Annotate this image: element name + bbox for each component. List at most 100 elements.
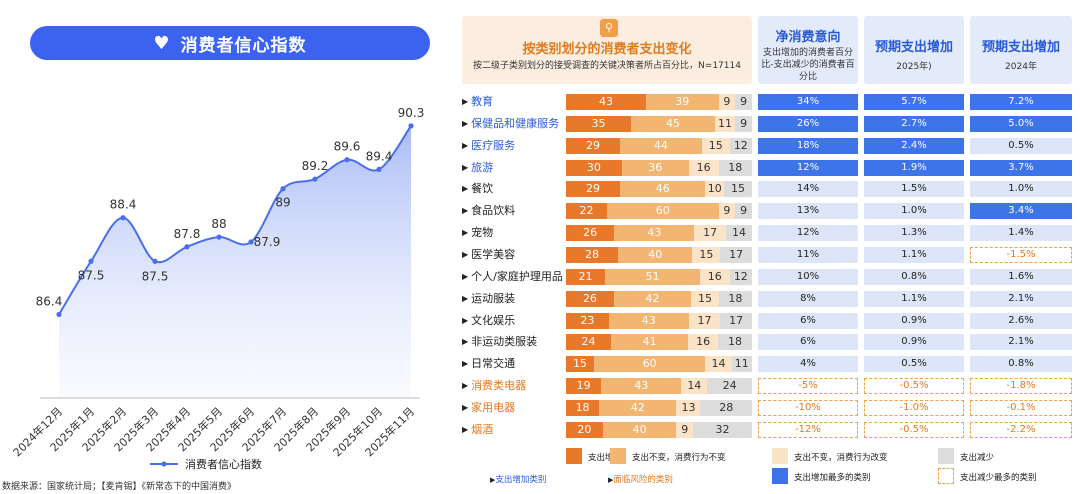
- value-label-8: 89: [275, 196, 290, 210]
- bar-segment-decrease: 11: [731, 356, 752, 373]
- arrow-icon: ▶: [462, 206, 469, 216]
- data-point-7: [248, 239, 254, 245]
- arrow-icon: ▶: [462, 424, 469, 434]
- data-point-4: [152, 258, 158, 264]
- stacked-bar: 23 43 17 17: [566, 312, 752, 329]
- net-intent-cell: 4%: [758, 356, 858, 373]
- value-label-7: 87.9: [254, 235, 281, 249]
- category-label: ▶ 宠物: [462, 224, 493, 242]
- category-name: 医学美容: [471, 247, 516, 261]
- arrow-icon: ▶: [462, 381, 469, 391]
- bar-segment-increase: 22: [566, 203, 607, 220]
- arrow-icon: ▶: [462, 293, 469, 303]
- stacked-bar: 35 45 11 9: [566, 115, 752, 132]
- arrow-icon: ▶: [462, 118, 469, 128]
- arrow-icon: ▶: [462, 184, 469, 194]
- expected-2025-cell: 1.1%: [864, 246, 964, 263]
- expected-2024-cell: 1.6%: [970, 268, 1072, 285]
- value-label-1: 86.4: [36, 294, 63, 308]
- confidence-line-chart: 86.42024年12月87.52025年1月88.42025年2月87.520…: [10, 106, 424, 471]
- legend-unchanged-swatch: [610, 448, 626, 464]
- expected-2024-cell: 3.4%: [970, 203, 1072, 220]
- bar-segment-decrease: 12: [729, 137, 752, 154]
- bar-segment-decrease: 18: [718, 159, 752, 176]
- expected-2025-cell: 2.7%: [864, 115, 964, 132]
- arrow-icon: ▶: [462, 402, 469, 412]
- net-intent-cell: 26%: [758, 115, 858, 132]
- bar-segment-increase: 24: [566, 334, 612, 351]
- table-row: ▶ 非运动类服装 24 41 16 18 6% 0.9% 2.1%: [462, 333, 1080, 351]
- net-intent-cell: -5%: [758, 378, 858, 395]
- confidence-title-banner: ♥ 消费者信心指数: [30, 26, 430, 60]
- category-label: ▶ 餐饮: [462, 180, 493, 198]
- category-label: ▶ 保健品和健康服务: [462, 115, 559, 133]
- expected-2025-cell: -1.0%: [864, 399, 964, 416]
- stacked-bar: 43 39 9 9: [566, 94, 752, 110]
- bar-segment-decrease: 17: [720, 312, 752, 329]
- expected-2024-cell: -2.2%: [970, 421, 1072, 438]
- bar-segment-unchanged: 39: [645, 94, 719, 110]
- bar-segment-decrease: 18: [718, 334, 752, 351]
- table-row: ▶ 食品饮料 22 60 9 9 13% 1.0% 3.4%: [462, 202, 1080, 220]
- arrow-icon: ▶: [462, 359, 469, 369]
- bar-segment-unchanged: 45: [631, 115, 715, 132]
- net-intent-cell: 6%: [758, 312, 858, 329]
- stacked-bar: 29 44 15 12: [566, 137, 752, 154]
- bar-segment-decrease: 18: [718, 290, 752, 307]
- bar-segment-decrease: 17: [720, 246, 752, 263]
- arrow-icon: ▶: [462, 337, 469, 347]
- bar-segment-decrease: 14: [725, 225, 752, 242]
- expected-2024-cell: 1.0%: [970, 181, 1072, 198]
- category-name: 非运动类服装: [471, 335, 538, 349]
- bar-segment-unchanged: 44: [619, 137, 702, 154]
- bar-segment-unchanged: 42: [613, 290, 692, 307]
- net-intent-subtitle: 支出增加的消费者百分比-支出减少的消费者百分比: [761, 48, 855, 82]
- bar-segment-changed-behavior: 9: [718, 203, 736, 220]
- bar-segment-decrease: 15: [724, 181, 752, 198]
- expected-2025-cell: 1.3%: [864, 225, 964, 242]
- legend-decrease-label: 支出减少: [960, 453, 995, 463]
- category-name: 运动服装: [471, 291, 516, 305]
- bar-segment-decrease: 24: [707, 378, 752, 395]
- consumer-confidence-panel: ♥ 消费者信心指数 86.4 2024年12月 87.5 2025年1月 88.4 202…: [0, 0, 440, 494]
- category-name: 个人/家庭护理用品: [471, 269, 563, 283]
- bar-segment-unchanged: 60: [606, 203, 719, 220]
- category-name: 保健品和健康服务: [471, 116, 560, 130]
- value-label-6: 88: [211, 217, 226, 231]
- legend-most-increase-label: 支出增加最多的类别: [794, 473, 871, 483]
- expected-2025-cell: 0.9%: [864, 312, 964, 329]
- value-label-2: 87.5: [78, 268, 105, 282]
- bar-segment-decrease: 28: [700, 399, 752, 416]
- category-name: 文化娱乐: [471, 313, 516, 327]
- bar-segment-increase: 18: [566, 399, 600, 416]
- category-name: 日常交通: [471, 357, 516, 371]
- table-row: ▶ 教育 43 39 9 9 34% 5.7% 7.2%: [462, 93, 1080, 111]
- expected-2024-header: 预期支出增加 2024年: [970, 16, 1072, 84]
- arrow-icon: ▶: [462, 271, 469, 281]
- data-point-9: [312, 176, 318, 182]
- table-row: ▶ 消费类电器 19 43 14 24 -5% -0.5% -1.8%: [462, 377, 1080, 395]
- bar-segment-changed-behavior: 10: [705, 181, 725, 198]
- value-label-5: 87.8: [174, 227, 201, 241]
- bar-segment-increase: 35: [566, 115, 632, 132]
- expected-2024-title: 预期支出增加: [981, 40, 1060, 55]
- expected-2024-cell: 2.6%: [970, 312, 1072, 329]
- spending-table-subtitle: 按二级子类别划分的接受调查的关键决策者所占百分比，N=17114: [473, 61, 741, 71]
- expected-2025-subtitle: 2025年): [896, 62, 932, 72]
- stacked-bar: 22 60 9 9: [566, 203, 752, 220]
- data-point-6: [216, 234, 222, 240]
- data-point-3: [120, 215, 126, 221]
- source-note: 数据来源：国家统计局；【麦肯锡】《新常态下的中国消费》: [2, 482, 237, 492]
- net-intent-cell: 13%: [758, 203, 858, 220]
- legend-risk-category: ▶面临风险的类别: [608, 475, 673, 485]
- value-label-10: 89.6: [334, 140, 361, 154]
- expected-2024-cell: 2.1%: [970, 290, 1072, 307]
- confidence-title: 消费者信心指数: [180, 35, 307, 56]
- category-name: 食品饮料: [471, 204, 516, 218]
- table-row: ▶ 日常交通 15 60 14 11 4% 0.5% 0.8%: [462, 355, 1080, 373]
- legend-changed-behavior-label: 支出不变，消费行为改变: [794, 453, 888, 463]
- category-name: 家用电器: [471, 400, 516, 414]
- expected-2024-cell: -1.5%: [970, 246, 1072, 263]
- category-label: ▶ 运动服装: [462, 290, 515, 308]
- category-label: ▶ 日常交通: [462, 355, 515, 373]
